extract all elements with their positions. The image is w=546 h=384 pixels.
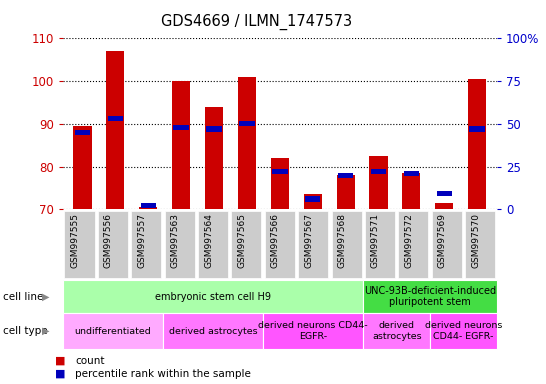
Text: GSM997566: GSM997566 [271, 213, 280, 268]
Bar [336, 175, 355, 209]
Text: GSM997555: GSM997555 [70, 213, 80, 268]
Text: embryonic stem cell H9: embryonic stem cell H9 [155, 291, 271, 302]
Text: ▶: ▶ [41, 326, 49, 336]
Text: GSM997570: GSM997570 [471, 213, 480, 268]
Bar [141, 203, 156, 209]
Bar [108, 116, 123, 121]
Text: GSM997563: GSM997563 [171, 213, 180, 268]
Text: percentile rank within the sample: percentile rank within the sample [75, 369, 251, 379]
Bar [239, 121, 254, 126]
Bar [470, 126, 485, 132]
Bar [304, 194, 322, 209]
Text: ■: ■ [55, 369, 65, 379]
Bar [370, 156, 388, 209]
Text: GSM997572: GSM997572 [405, 213, 413, 268]
Text: ▶: ▶ [41, 291, 49, 302]
Text: GDS4669 / ILMN_1747573: GDS4669 / ILMN_1747573 [161, 13, 352, 30]
Text: GSM997565: GSM997565 [238, 213, 246, 268]
Text: GSM997557: GSM997557 [137, 213, 146, 268]
Bar [174, 125, 189, 130]
Text: UNC-93B-deficient-induced
pluripotent stem: UNC-93B-deficient-induced pluripotent st… [364, 286, 496, 308]
Bar [371, 169, 386, 174]
Bar [402, 173, 420, 209]
Bar [205, 107, 223, 209]
Bar [403, 171, 419, 176]
Bar [437, 191, 452, 197]
Bar [74, 126, 92, 209]
Bar [338, 172, 353, 178]
Text: GSM997567: GSM997567 [304, 213, 313, 268]
Text: GSM997571: GSM997571 [371, 213, 380, 268]
Bar [271, 158, 289, 209]
Bar [139, 207, 157, 209]
Text: GSM997568: GSM997568 [337, 213, 347, 268]
Text: GSM997556: GSM997556 [104, 213, 113, 268]
Text: undifferentiated: undifferentiated [74, 327, 151, 336]
Text: ■: ■ [55, 356, 65, 366]
Text: derived neurons CD44-
EGFR-: derived neurons CD44- EGFR- [258, 321, 368, 341]
Text: derived astrocytes: derived astrocytes [169, 327, 257, 336]
Bar [435, 203, 453, 209]
Bar [468, 79, 486, 209]
Bar [305, 197, 321, 202]
Text: count: count [75, 356, 105, 366]
Bar [272, 169, 288, 174]
Bar [106, 51, 124, 209]
Bar [238, 77, 256, 209]
Text: GSM997569: GSM997569 [438, 213, 447, 268]
Text: cell type: cell type [3, 326, 48, 336]
Text: derived
astrocytes: derived astrocytes [372, 321, 422, 341]
Text: derived neurons
CD44- EGFR-: derived neurons CD44- EGFR- [425, 321, 502, 341]
Bar [172, 81, 190, 209]
Text: cell line: cell line [3, 291, 43, 302]
Text: GSM997564: GSM997564 [204, 213, 213, 268]
Bar [75, 130, 90, 135]
Bar [206, 126, 222, 132]
